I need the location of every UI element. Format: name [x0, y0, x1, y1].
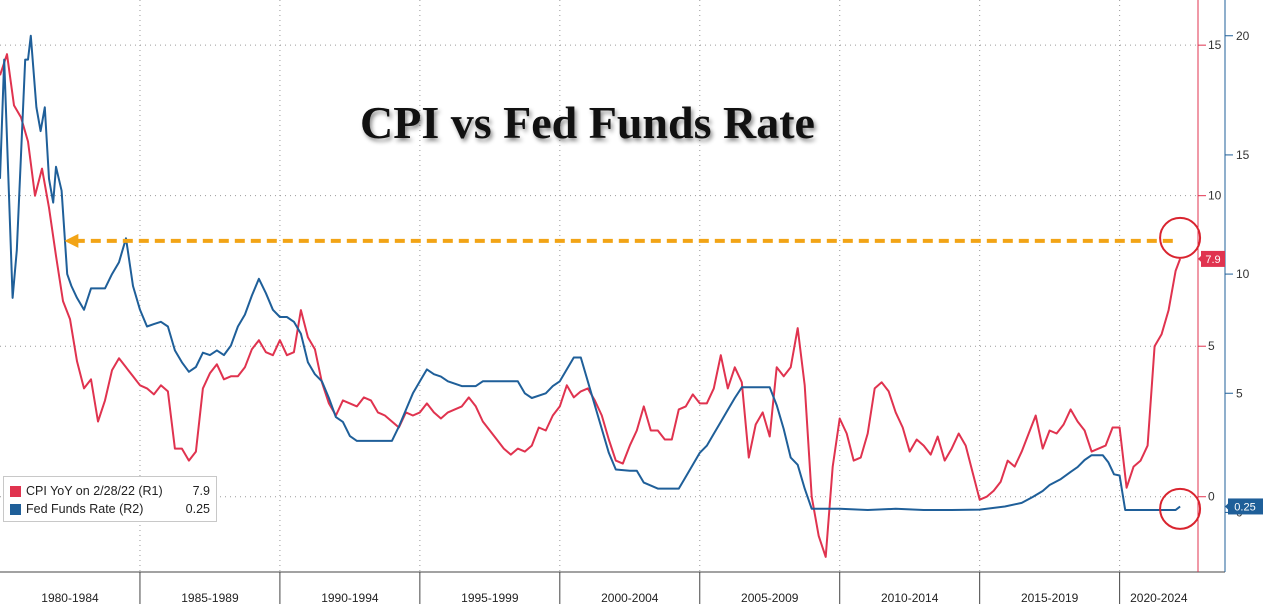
r2-tick-label: 20 [1236, 29, 1250, 43]
r1-tick-label: 15 [1208, 38, 1222, 52]
legend-swatch-cpi [10, 485, 21, 497]
legend-item-cpi: CPI YoY on 2/28/22 (R1) 7.9 [10, 483, 210, 499]
x-tick-label: 2020-2024 [1130, 591, 1188, 604]
legend-label-cpi: CPI YoY on 2/28/22 (R1) [26, 484, 163, 498]
legend-swatch-fed [10, 503, 21, 515]
x-tick-label: 1990-1994 [321, 591, 379, 604]
highlight-circle [1159, 216, 1202, 259]
arrow-head [64, 233, 79, 248]
x-tick-label: 2000-2004 [601, 591, 659, 604]
fed-badge-text: 0.25 [1234, 501, 1255, 513]
r2-tick-label: 15 [1236, 148, 1250, 162]
legend-item-fed: Fed Funds Rate (R2) 0.25 [10, 501, 210, 517]
r2-tick-label: 10 [1236, 267, 1250, 281]
value-badges: 7.9 0.25 [1198, 250, 1263, 515]
fed-series-line [0, 34, 1181, 511]
grid [0, 0, 1198, 572]
right-axes: 05101505101520 [1197, 0, 1250, 572]
legend-value-fed: 0.25 [185, 502, 210, 516]
highlight-circle [1159, 487, 1202, 530]
r2-tick-label: 5 [1236, 386, 1243, 400]
x-tick-label: 1995-1999 [461, 591, 519, 604]
legend: CPI YoY on 2/28/22 (R1) 7.9 Fed Funds Ra… [3, 476, 217, 522]
cpi-badge-pointer [1198, 254, 1202, 263]
x-tick-label: 1985-1989 [181, 591, 239, 604]
fed-badge-rect [1228, 498, 1263, 515]
legend-value-cpi: 7.9 [192, 484, 210, 498]
fed-badge-pointer [1225, 502, 1229, 511]
x-tick-label: 1980-1984 [41, 591, 99, 604]
series [0, 34, 1182, 558]
r1-tick-label: 5 [1208, 339, 1215, 353]
annotations [64, 216, 1202, 530]
r1-tick-label: 0 [1208, 490, 1215, 504]
cpi-value-badge: 7.9 [1201, 250, 1225, 267]
fed-value-badge: 0.25 [1228, 498, 1263, 515]
cpi-badge-rect [1201, 250, 1225, 267]
legend-label-fed: Fed Funds Rate (R2) [26, 502, 144, 516]
x-tick-label: 2005-2009 [741, 591, 799, 604]
x-tick-label: 2010-2014 [881, 591, 939, 604]
chart-title: CPI vs Fed Funds Rate [360, 97, 815, 148]
x-axis: 1980-1984 1985-1989 1990-1994 1995-1999 2000… [0, 571, 1225, 604]
r1-tick-label: 10 [1208, 189, 1222, 203]
x-tick-label: 2015-2019 [1021, 591, 1079, 604]
cpi-badge-text: 7.9 [1205, 254, 1220, 266]
